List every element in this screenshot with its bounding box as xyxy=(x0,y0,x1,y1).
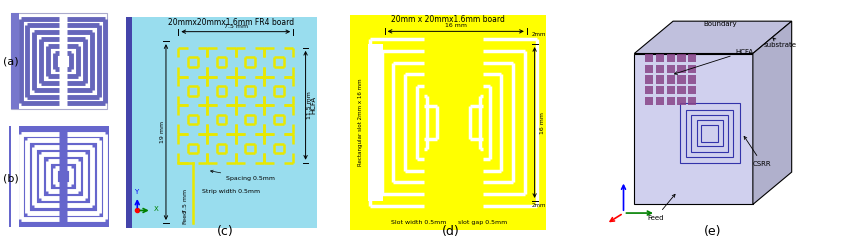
Text: 16 mm: 16 mm xyxy=(445,24,468,28)
Text: Boundary: Boundary xyxy=(704,21,737,27)
Bar xyxy=(688,75,696,84)
Bar xyxy=(677,65,686,73)
Text: HCFA: HCFA xyxy=(310,96,316,114)
Bar xyxy=(368,44,382,201)
Text: substrate: substrate xyxy=(763,38,796,48)
Bar xyxy=(701,125,718,142)
Text: 20mm x 20mmx1.6mm board: 20mm x 20mmx1.6mm board xyxy=(392,15,505,24)
Text: 7.5 mm: 7.5 mm xyxy=(224,24,248,29)
Bar xyxy=(656,86,664,95)
Bar xyxy=(666,97,675,105)
Bar xyxy=(691,115,728,152)
Bar xyxy=(688,97,696,105)
Text: 20mmx20mmx1.6mm FR4 board: 20mmx20mmx1.6mm FR4 board xyxy=(168,18,294,27)
Bar xyxy=(666,86,675,95)
Bar xyxy=(656,65,664,73)
Text: Feed: Feed xyxy=(648,194,675,220)
Bar xyxy=(666,65,675,73)
Text: X: X xyxy=(154,207,158,212)
Bar xyxy=(645,97,654,105)
Text: (e): (e) xyxy=(704,225,721,238)
Bar xyxy=(10,126,19,227)
Bar xyxy=(634,53,753,204)
Bar xyxy=(656,54,664,62)
Text: 2mm: 2mm xyxy=(532,32,547,37)
Bar xyxy=(656,97,664,105)
Bar xyxy=(679,103,740,163)
Text: Strip width 0.5mm: Strip width 0.5mm xyxy=(202,189,260,194)
Bar xyxy=(666,54,675,62)
Text: (b): (b) xyxy=(3,174,20,184)
Text: slot gap 0.5mm: slot gap 0.5mm xyxy=(458,220,507,225)
Bar xyxy=(126,17,132,228)
Polygon shape xyxy=(753,21,791,204)
Bar xyxy=(688,86,696,95)
Bar xyxy=(645,54,654,62)
Text: 2mm: 2mm xyxy=(532,203,547,208)
Bar xyxy=(688,65,696,73)
Bar xyxy=(677,86,686,95)
Bar xyxy=(645,86,654,95)
Bar xyxy=(677,97,686,105)
Bar xyxy=(677,54,686,62)
Text: Slot width 0.5mm: Slot width 0.5mm xyxy=(391,220,446,225)
Text: 16 mm: 16 mm xyxy=(540,111,545,134)
Text: 11.5 mm: 11.5 mm xyxy=(308,91,313,119)
Text: (d): (d) xyxy=(442,225,459,238)
Text: (c): (c) xyxy=(217,225,234,238)
Bar xyxy=(697,120,722,146)
Text: 7.5 mm: 7.5 mm xyxy=(183,189,188,213)
Bar xyxy=(688,54,696,62)
Text: (a): (a) xyxy=(3,56,19,66)
Bar xyxy=(645,75,654,84)
Polygon shape xyxy=(634,21,791,53)
Text: Rectangular slot 2mm x 16 mm: Rectangular slot 2mm x 16 mm xyxy=(358,79,363,166)
Bar xyxy=(10,13,19,110)
Text: Spacing 0.5mm: Spacing 0.5mm xyxy=(211,170,275,181)
Text: HCFA: HCFA xyxy=(674,49,754,74)
Bar xyxy=(656,75,664,84)
Bar xyxy=(666,75,675,84)
Text: Y: Y xyxy=(133,189,138,195)
Text: 19 mm: 19 mm xyxy=(160,121,165,143)
Bar xyxy=(677,75,686,84)
Bar xyxy=(686,110,734,157)
Text: CSRR: CSRR xyxy=(744,136,772,167)
Bar xyxy=(645,65,654,73)
Text: Feed: Feed xyxy=(183,209,188,224)
